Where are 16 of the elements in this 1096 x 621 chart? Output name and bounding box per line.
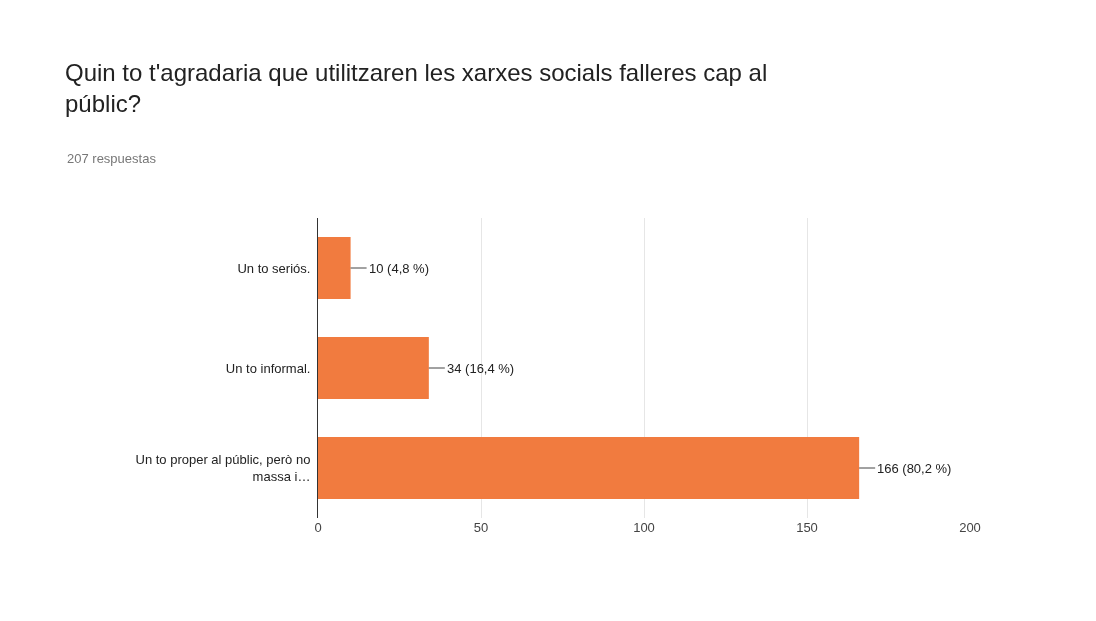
data-label: 166 (80,2 %) bbox=[877, 461, 952, 476]
data-label: 10 (4,8 %) bbox=[369, 261, 429, 276]
data-label: 34 (16,4 %) bbox=[447, 361, 515, 376]
chart-title: Quin to t'agradaria que utilitzaren les xarxes socials falleres cap al públic? bbox=[65, 58, 768, 117]
x-tick-label: 50 bbox=[473, 520, 489, 535]
x-tick-label: 100 bbox=[633, 520, 655, 535]
bar bbox=[318, 337, 429, 399]
y-tick-label: Un to informal. bbox=[225, 360, 311, 376]
text: 207 respuestas bbox=[67, 151, 157, 166]
bar bbox=[318, 437, 860, 499]
y-tick-label: Un to proper al públic, però no massa i… bbox=[135, 452, 311, 484]
y-tick-label: Un to seriós. bbox=[237, 260, 311, 276]
x-tick-label: 0 bbox=[314, 520, 322, 535]
x-tick-label: 150 bbox=[796, 520, 818, 535]
bar bbox=[318, 237, 351, 299]
x-tick-label: 200 bbox=[959, 520, 981, 535]
